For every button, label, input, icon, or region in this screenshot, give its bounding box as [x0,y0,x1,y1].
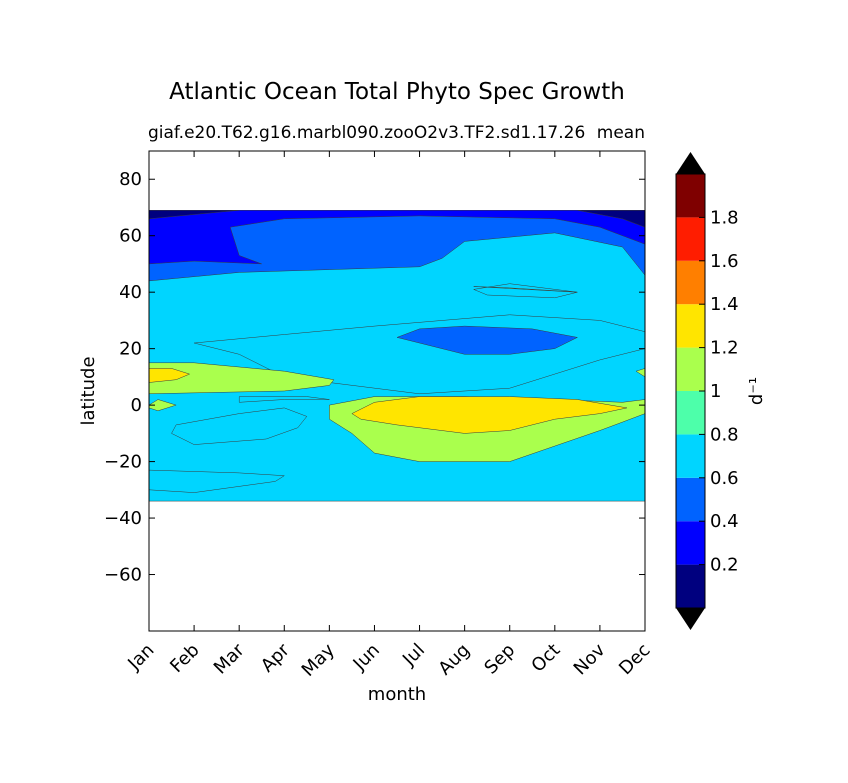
x-tick-label-dec: Dec [615,640,654,679]
x-tick-label-jun: Jun [349,640,384,675]
colorbar-tick-label: 0.2 [710,555,739,576]
contour-region-17 [149,399,177,412]
colorbar-extend-top [676,152,705,174]
colorbar-tick-label: 1.2 [710,338,739,359]
contour-region-3 [577,210,645,228]
y-tick-label: 20 [119,339,142,360]
y-tick-label: −20 [104,452,142,473]
x-tick-label-jul: Jul [398,640,429,671]
y-tick-label: 40 [119,282,142,303]
y-axis: 80 60 40 20 0 −20 −40 −60 [104,169,645,586]
y-tick-label: 0 [131,395,142,416]
colorbar-tick-label: 1.8 [710,207,739,228]
x-axis-label: month [368,684,426,705]
colorbar-segment-9 [676,174,705,218]
contour-region-16 [238,396,330,403]
contour-region-15 [351,396,628,434]
contour-region-13 [171,407,308,445]
chart-subtitle-left: giaf.e20.T62.g16.marbl090.zooO2v3.TF2.sd… [148,123,585,143]
contour-region-12 [149,469,285,493]
contour-region-10 [149,368,190,383]
y-tick-label: 60 [119,226,142,247]
colorbar-segment-8 [676,217,705,261]
contour-region-9 [149,362,335,395]
y-tick-label: −60 [104,565,142,586]
contour-region-4 [149,210,240,220]
x-tick-label-oct: Oct [527,640,564,677]
colorbar-segment-0 [676,564,705,608]
contour-region-6 [473,286,578,293]
x-tick-label-nov: Nov [570,639,610,679]
colorbar: 0.2 0.4 0.6 0.8 1 1.2 1.4 1.6 1.8 [675,152,739,630]
x-tick-label-may: May [298,639,339,680]
colorbar-tick-label: 1 [710,381,721,402]
chart-title: Atlantic Ocean Total Phyto Spec Growth [169,79,625,105]
colorbar-segment-2 [676,477,705,522]
y-tick-label: 80 [119,169,142,190]
colorbar-segment-6 [676,304,705,348]
colorbar-segment-3 [676,434,705,478]
contour-region-11 [635,368,645,378]
colorbar-tick-label: 0.4 [710,511,739,532]
x-tick-label-mar: Mar [210,639,249,678]
colorbar-segment-4 [676,391,705,435]
colorbar-tick-label: 1.4 [710,294,739,315]
contour-region-8 [396,325,578,355]
y-tick-label: −40 [104,508,142,529]
contour-region-2 [149,210,645,265]
colorbar-tick-label: 0.8 [710,424,739,445]
x-tick-label-sep: Sep [480,640,519,679]
x-tick-label-apr: Apr [257,639,294,676]
colorbar-tick-label: 0.6 [710,468,739,489]
colorbar-segment-7 [676,260,705,305]
contour-region-5 [473,283,578,299]
colorbar-tick-label: 1.6 [710,251,739,272]
colorbar-extend-bottom [676,608,705,630]
x-tick-label-feb: Feb [166,640,203,677]
colorbar-label: d⁻¹ [746,377,767,405]
chart-subtitle-right: mean [597,123,645,143]
colorbar-segment-1 [676,521,705,565]
x-tick-label-aug: Aug [434,640,474,680]
y-axis-label: latitude [78,356,99,425]
plot-area-frame [148,150,646,632]
x-tick-label-jan: Jan [123,640,158,675]
colorbar-segment-5 [676,347,705,391]
contour-field [149,210,645,502]
